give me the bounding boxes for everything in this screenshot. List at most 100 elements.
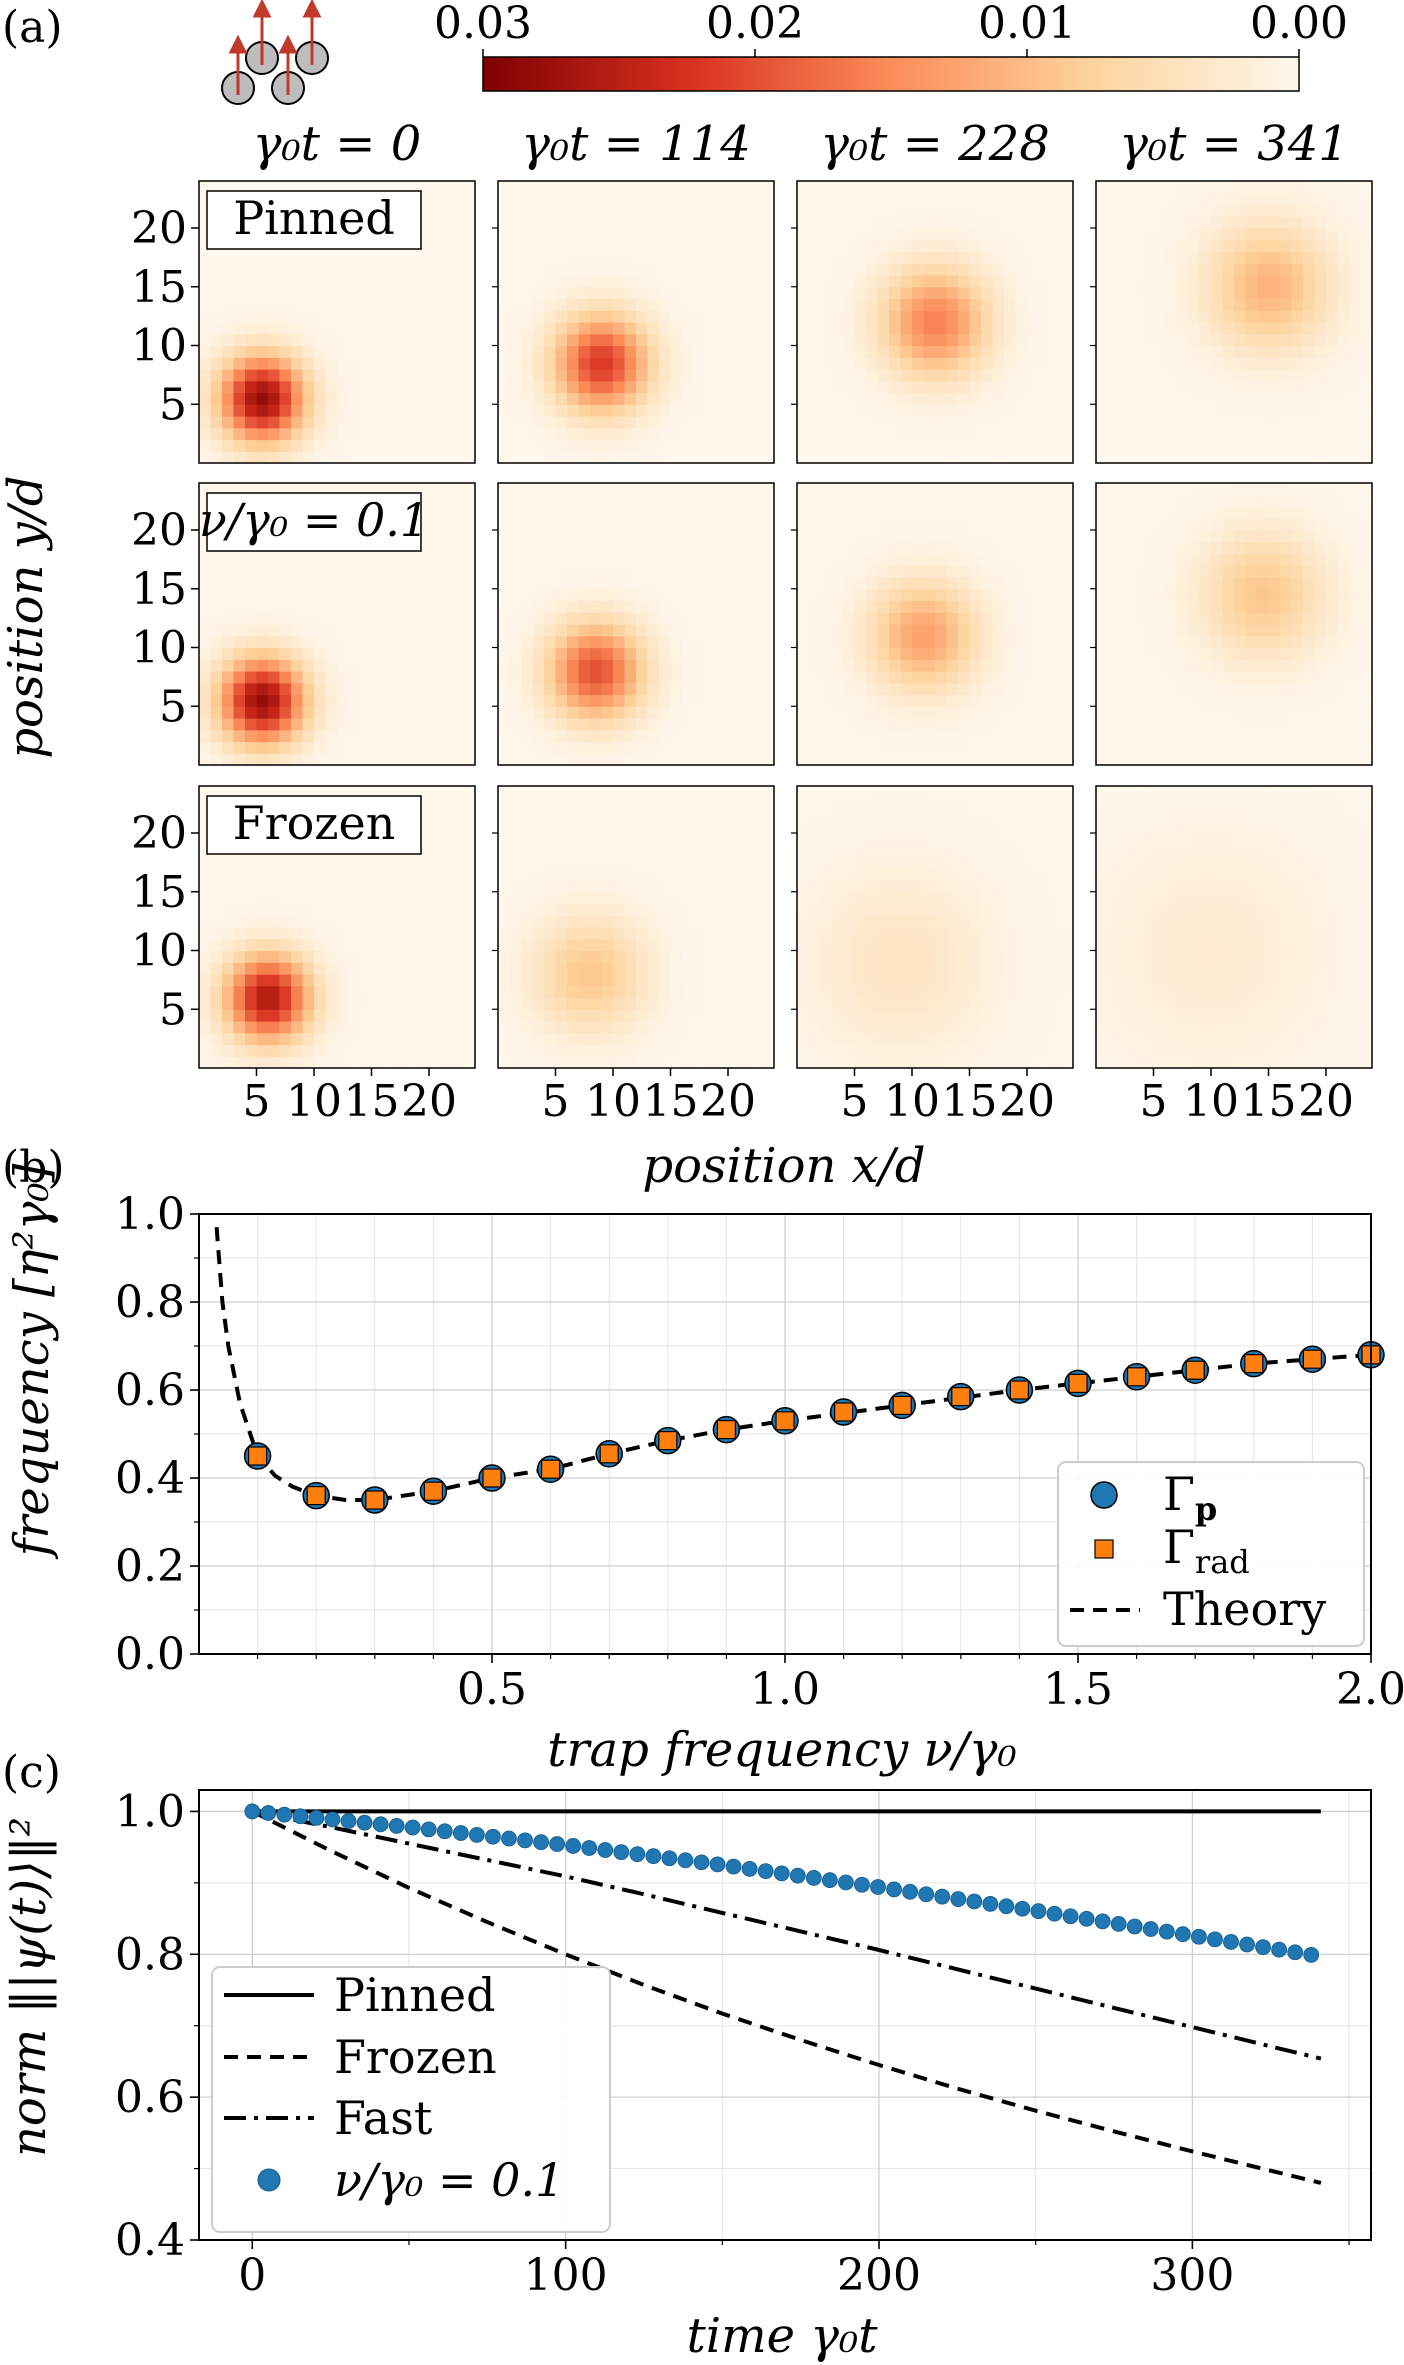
heatmap-pixel (1107, 588, 1120, 602)
heatmap-pixel (912, 753, 925, 766)
heatmap-pixel (279, 856, 292, 869)
heatmap-pixel (1222, 451, 1235, 464)
heatmap-pixel (302, 600, 315, 613)
heatmap-pixel (233, 1009, 246, 1022)
heatmap-pixel (544, 451, 557, 464)
heatmap-pixel (647, 239, 660, 253)
heatmap-pixel (843, 553, 856, 566)
heatmap-pixel (647, 216, 660, 229)
heatmap-pixel (302, 753, 315, 766)
heatmap-pixel (877, 706, 890, 719)
heatmap-pixel (1211, 416, 1224, 429)
heatmap-pixel (521, 518, 534, 531)
heatmap-pixel (279, 891, 292, 905)
heatmap-pixel (900, 392, 913, 405)
heatmap-pixel (429, 682, 442, 696)
heatmap-pixel (613, 612, 626, 625)
heatmap-pixel (705, 369, 718, 382)
heatmap-pixel (509, 427, 522, 441)
heatmap-pixel (797, 718, 810, 731)
heatmap-pixel (1257, 333, 1270, 347)
heatmap-pixel (1153, 729, 1166, 743)
heatmap-pixel (1360, 192, 1373, 206)
heatmap-pixel (268, 753, 281, 766)
heatmap-pixel (463, 451, 476, 464)
heatmap-pixel (808, 333, 821, 347)
heatmap-pixel (325, 322, 338, 335)
heatmap-pixel (1245, 553, 1258, 566)
heatmap-pixel (567, 451, 580, 464)
heatmap-pixel (670, 729, 683, 743)
heatmap-pixel (1211, 451, 1224, 464)
heatmap-pixel (302, 938, 315, 952)
heatmap-pixel (728, 345, 741, 358)
heatmap-pixel (199, 416, 212, 429)
heatmap-pixel (843, 298, 856, 311)
heatmap-pixel (544, 624, 557, 637)
heatmap-pixel (866, 518, 879, 531)
heatmap-pixel (360, 251, 373, 264)
heatmap-pixel (279, 682, 292, 696)
heatmap-pixel (429, 494, 442, 508)
heatmap-pixel (935, 451, 948, 464)
heatmap-pixel (923, 204, 936, 217)
heatmap-pixel (394, 588, 407, 602)
heatmap-pixel (1349, 263, 1362, 276)
heatmap-pixel (440, 181, 453, 194)
heatmap-pixel (210, 263, 223, 276)
heatmap-pixel (222, 1021, 235, 1034)
heatmap-pixel (992, 600, 1005, 613)
heatmap-pixel (797, 345, 810, 358)
heatmap-pixel (843, 275, 856, 288)
heatmap-pixel (279, 357, 292, 370)
heatmap-pixel (992, 518, 1005, 531)
heatmap-pixel (406, 600, 419, 613)
heatmap-pixel (245, 298, 258, 311)
heatmap-pixel (1004, 263, 1017, 276)
heatmap-pixel (509, 380, 522, 394)
heatmap-pixel (1222, 718, 1235, 731)
heatmap-pixel (762, 530, 775, 543)
heatmap-pixel (969, 181, 982, 194)
heatmap-pixel (1038, 298, 1051, 311)
heatmap-pixel (808, 694, 821, 707)
heatmap-pixel (1234, 753, 1247, 766)
heatmap-pixel (578, 345, 591, 358)
heatmap-pixel (762, 635, 775, 649)
heatmap-pixel (992, 357, 1005, 370)
heatmap-pixel (256, 915, 269, 928)
heatmap-pixel (1176, 659, 1189, 672)
heatmap-pixel (923, 612, 936, 625)
heatmap-pixel (337, 647, 350, 660)
heatmap-pixel (360, 427, 373, 441)
heatmap-pixel (1038, 322, 1051, 335)
heatmap-pixel (946, 659, 959, 672)
heatmap-pixel (1337, 286, 1350, 300)
heatmap-pixel (291, 322, 304, 335)
heatmap-pixel (417, 427, 430, 441)
heatmap-pixel (1142, 310, 1155, 323)
heatmap-pixel (291, 891, 304, 905)
heatmap-pixel (1050, 380, 1063, 394)
heatmap-pixel (912, 671, 925, 684)
heatmap-pixel (797, 553, 810, 566)
heatmap-pixel (1038, 530, 1051, 543)
heatmap-pixel (590, 286, 603, 300)
heatmap-pixel (613, 718, 626, 731)
heatmap-pixel (544, 682, 557, 696)
heatmap-pixel (981, 718, 994, 731)
heatmap-pixel (1188, 298, 1201, 311)
heatmap-pixel (348, 369, 361, 382)
heatmap-pixel (728, 541, 741, 555)
heatmap-pixel (371, 659, 384, 672)
heatmap-pixel (521, 682, 534, 696)
heatmap-pixel (1360, 298, 1373, 311)
heatmap-pixel (659, 451, 672, 464)
heatmap-pixel (1337, 298, 1350, 311)
heatmap-pixel (751, 216, 764, 229)
heatmap-pixel (394, 404, 407, 417)
heatmap-pixel (578, 741, 591, 754)
heatmap-pixel (544, 228, 557, 241)
heatmap-pixel (1222, 741, 1235, 754)
heatmap-pixel (843, 451, 856, 464)
